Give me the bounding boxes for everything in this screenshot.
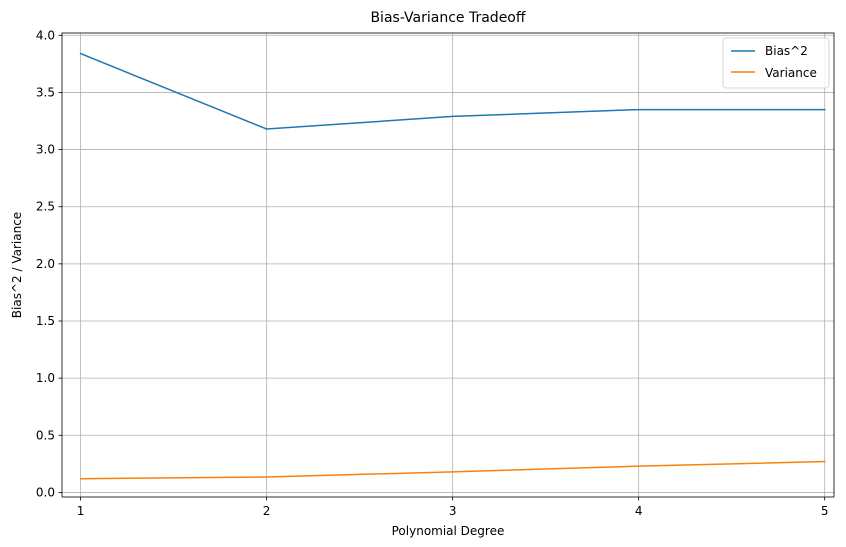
x-tick-label: 2 [263, 504, 271, 518]
series-line-variance [79, 460, 826, 480]
chart-title: Bias-Variance Tradeoff [370, 10, 525, 26]
legend-label-bias: Bias^2 [765, 44, 808, 58]
y-tick-label: 2.0 [36, 257, 55, 271]
series-line-bias-2 [79, 52, 826, 130]
y-tick-label: 0.5 [36, 428, 55, 442]
y-tick-label: 4.0 [36, 28, 55, 42]
y-tick-label: 2.5 [36, 200, 55, 214]
y-tick-label: 0.0 [36, 485, 55, 499]
grid [62, 33, 834, 497]
x-tick-label: 5 [821, 504, 829, 518]
x-tick-label: 3 [449, 504, 457, 518]
x-tick-label: 4 [635, 504, 643, 518]
y-axis-label: Bias^2 / Variance [10, 212, 24, 318]
y-tick-label: 1.5 [36, 314, 55, 328]
series-layer [79, 52, 826, 480]
x-axis: 1 2 3 4 5 [77, 497, 829, 518]
legend-label-variance: Variance [765, 66, 817, 80]
y-tick-label: 1.0 [36, 371, 55, 385]
legend: Bias^2 Variance [722, 37, 830, 89]
x-axis-label: Polynomial Degree [392, 524, 505, 538]
plot-frame [61, 32, 835, 498]
y-tick-label: 3.0 [36, 143, 55, 157]
y-axis: 0.0 0.5 1.0 1.5 2.0 2.5 3.0 3.5 4.0 [36, 28, 62, 499]
x-tick-label: 1 [77, 504, 85, 518]
y-tick-label: 3.5 [36, 85, 55, 99]
